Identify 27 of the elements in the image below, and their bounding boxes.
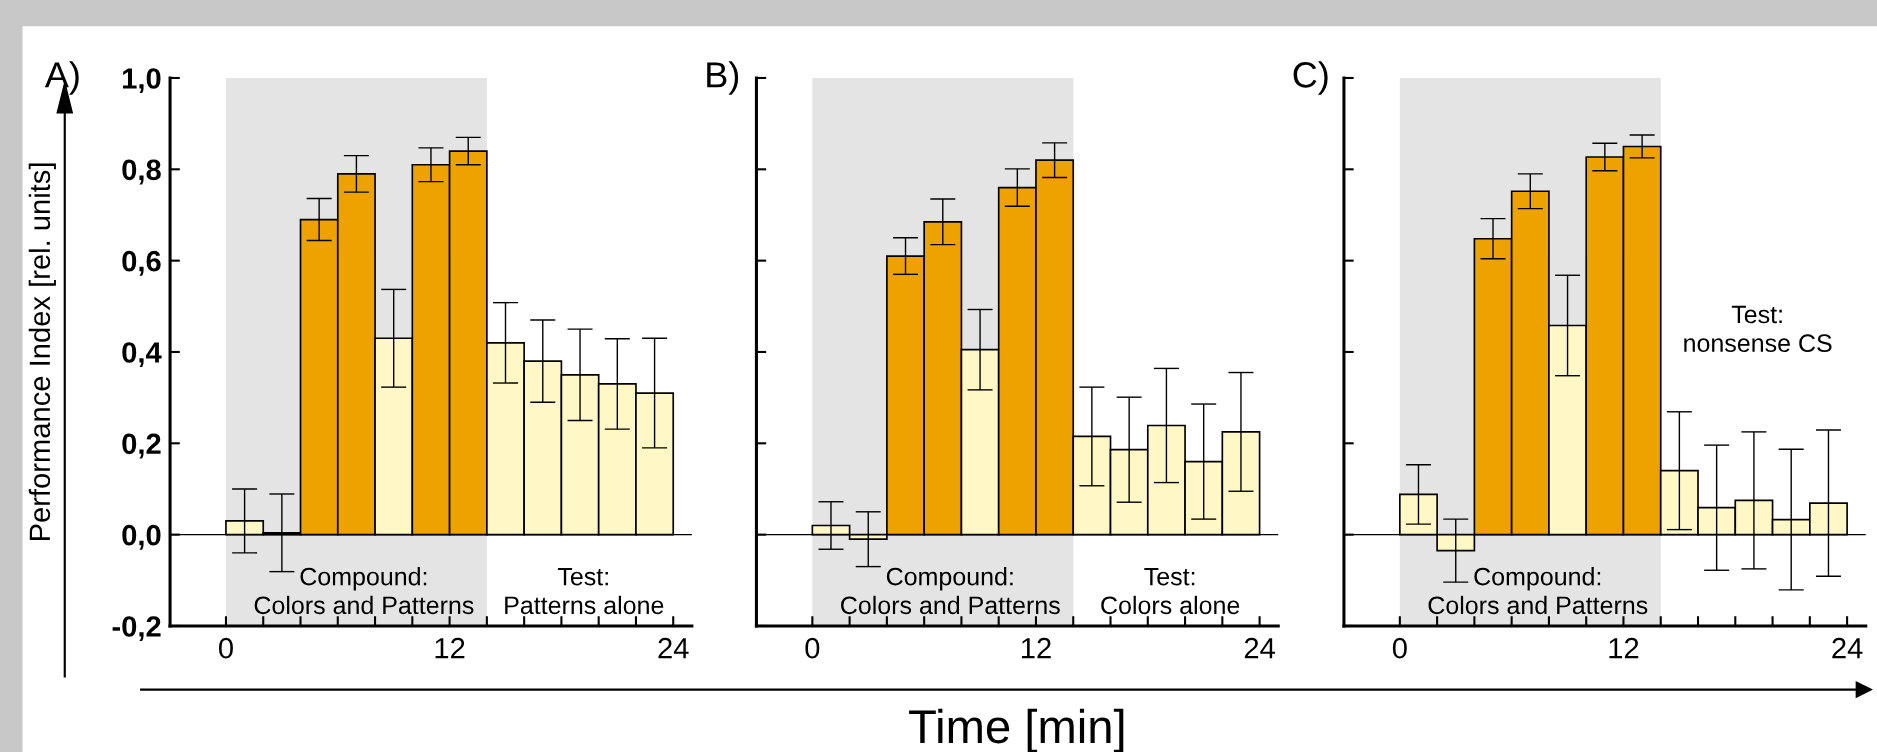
y-tick-label: 0,4 xyxy=(122,342,162,368)
band-label: Compound: Colors and Patterns xyxy=(1428,567,1648,615)
y-tick-label: 0,2 xyxy=(122,433,161,459)
x-tick-label: 12 xyxy=(1021,637,1051,659)
y-tick-label: 0,8 xyxy=(122,159,161,185)
x-tick-label: 0 xyxy=(805,637,820,659)
x-tick-label: 24 xyxy=(658,637,689,659)
y-tick-label: 0,6 xyxy=(122,250,161,276)
y-tick-label: -0,2 xyxy=(112,616,161,642)
y-tick-label: 0,0 xyxy=(122,524,161,550)
y-axis-title: Performance Index [rel. units] xyxy=(28,163,56,541)
x-tick-label: 24 xyxy=(1244,637,1275,659)
chart-title: C) xyxy=(1293,61,1328,95)
x-tick-label: 24 xyxy=(1832,637,1863,659)
annotation: Test: Patterns alone xyxy=(505,567,664,615)
band-label: Compound: Colors and Patterns xyxy=(841,567,1060,615)
x-tick-label: 0 xyxy=(218,637,233,659)
x-tick-label: 12 xyxy=(435,637,465,659)
band-label: Compound: Colors and Patterns xyxy=(254,567,474,615)
annotation: Test: nonsense CS xyxy=(1684,305,1832,353)
x-tick-label: 0 xyxy=(1392,637,1407,659)
x-axis-title: Time [min] xyxy=(909,708,1124,752)
chart-title: A) xyxy=(44,61,79,95)
chart-title: B) xyxy=(707,61,739,95)
y-tick-label: 1,0 xyxy=(123,68,161,94)
x-tick-label: 12 xyxy=(1609,637,1639,659)
annotation: Test: Colors alone xyxy=(1101,567,1240,615)
